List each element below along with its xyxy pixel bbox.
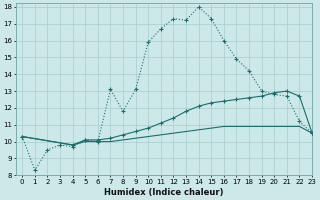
- X-axis label: Humidex (Indice chaleur): Humidex (Indice chaleur): [104, 188, 224, 197]
